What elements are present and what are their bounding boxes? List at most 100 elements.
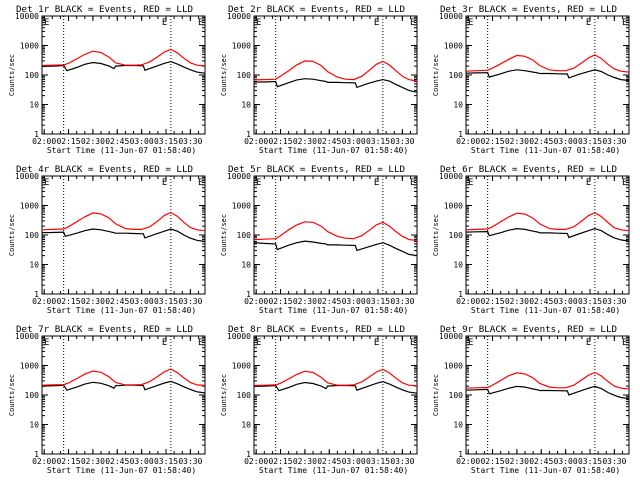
plot-frame [465,15,630,135]
y-tick-label: 1 [34,130,39,139]
x-tick-label: 02:00 [456,457,480,466]
y-tick-label: 10000 [227,12,251,21]
y-tick-label: 10 [241,421,251,430]
event-marker-label: E [198,18,203,28]
y-tick-label: 100 [237,231,252,240]
event-marker-label: E [162,338,167,348]
y-tick-label: 1000 [444,42,463,51]
x-tick-label: 02:00 [32,137,56,146]
plot-frame [41,175,206,295]
event-marker-label: E [468,18,473,28]
event-rate-line [465,227,630,242]
x-tick-label: 03:30 [390,297,414,306]
plot-frame [41,335,206,455]
x-tick-label: 02:00 [244,297,268,306]
x-tick-label: 03:30 [390,137,414,146]
x-tick-label: 02:30 [505,297,529,306]
y-tick-label: 10000 [15,12,39,21]
event-marker-label: E [198,338,203,348]
x-tick-label: 03:15 [578,137,602,146]
y-tick-label: 1000 [232,202,251,211]
chart-panel: Det 9r BLACK = Events, RED = LLD 1 10 100 10… [432,324,630,475]
x-tick-label: 02:15 [56,137,80,146]
event-rate-line [253,240,418,257]
x-tick-label: 03:30 [602,457,626,466]
event-marker-label: E [622,18,627,28]
y-tick-label: 1 [246,290,251,299]
y-tick-label: 100 [237,71,252,80]
x-tick-label: 03:15 [366,457,390,466]
x-tick-label: 02:45 [317,457,341,466]
y-tick-label: 100 [25,231,40,240]
event-marker-label: E [374,18,379,28]
chart-title: Det 4r BLACK = Events, RED = LLD [16,164,193,175]
chart-title: Det 2r BLACK = Events, RED = LLD [228,4,405,15]
x-tick-label: 03:30 [178,297,202,306]
y-axis-label: Counts/sec [432,54,440,96]
event-marker-label: E [44,18,49,28]
chart-title: Det 1r BLACK = Events, RED = LLD [16,4,193,15]
x-tick-label: 03:00 [342,137,366,146]
event-rate-line [465,69,630,82]
x-tick-label: 03:15 [366,297,390,306]
y-axis-label: Counts/sec [220,214,228,256]
event-marker-label: E [586,178,591,188]
x-tick-label: 03:15 [366,137,390,146]
x-axis-label: Start Time (11-Jun-07 01:58:40) [259,306,408,315]
chart-title: Det 3r BLACK = Events, RED = LLD [440,4,617,15]
chart-title: Det 7r BLACK = Events, RED = LLD [16,324,193,335]
y-tick-label: 100 [237,391,252,400]
y-tick-label: 10 [29,421,39,430]
y-tick-label: 10 [29,261,39,270]
lld-rate-line [465,212,630,232]
chart-title: Det 9r BLACK = Events, RED = LLD [440,324,617,335]
x-tick-label: 02:30 [81,457,105,466]
x-tick-label: 02:15 [268,137,292,146]
y-tick-label: 10000 [439,332,463,341]
chart-panel: Det 4r BLACK = Events, RED = LLD 1 10 100 10… [8,164,206,315]
x-tick-label: 03:00 [130,297,154,306]
chart-title: Det 6r BLACK = Events, RED = LLD [440,164,617,175]
x-axis-label: Start Time (11-Jun-07 01:58:40) [471,466,620,475]
y-tick-label: 1000 [444,202,463,211]
plot-frame [253,15,418,135]
x-tick-label: 02:00 [32,297,56,306]
y-tick-label: 1 [458,130,463,139]
x-tick-label: 03:00 [342,457,366,466]
x-tick-label: 02:30 [81,297,105,306]
y-tick-label: 10000 [439,172,463,181]
event-rate-line [465,385,630,400]
y-axis-label: Counts/sec [8,374,16,416]
y-tick-label: 1000 [20,42,39,51]
y-tick-label: 10 [29,101,39,110]
y-tick-label: 100 [449,391,464,400]
x-tick-label: 02:45 [105,457,129,466]
x-tick-label: 03:15 [578,297,602,306]
chart-title: Det 5r BLACK = Events, RED = LLD [228,164,405,175]
event-marker-label: E [586,338,591,348]
y-tick-label: 1 [458,450,463,459]
y-tick-label: 100 [25,391,40,400]
y-tick-label: 10000 [15,332,39,341]
lld-rate-line [253,368,418,387]
y-tick-label: 10000 [227,172,251,181]
event-marker-label: E [374,178,379,188]
event-marker-label: E [44,178,49,188]
y-tick-label: 10000 [439,12,463,21]
x-tick-label: 03:30 [602,297,626,306]
event-marker-label: E [374,338,379,348]
chart-panel: Det 2r BLACK = Events, RED = LLD 1 10 100 10… [220,4,418,155]
lld-rate-line [253,221,418,242]
x-tick-label: 02:30 [505,137,529,146]
event-marker-label: E [44,338,49,348]
x-tick-label: 02:15 [56,297,80,306]
x-tick-label: 02:15 [480,137,504,146]
x-axis-label: Start Time (11-Jun-07 01:58:40) [47,306,196,315]
x-tick-label: 02:45 [105,137,129,146]
x-tick-label: 03:30 [390,457,414,466]
x-tick-label: 03:15 [578,457,602,466]
x-tick-label: 03:15 [154,457,178,466]
y-tick-label: 100 [449,71,464,80]
y-axis-label: Counts/sec [432,374,440,416]
